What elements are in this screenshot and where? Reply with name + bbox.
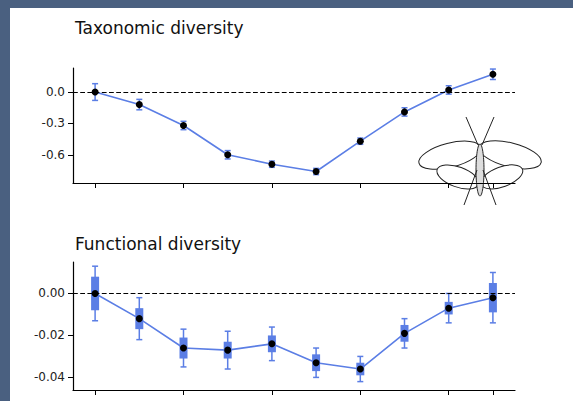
svg-text:Taxonomic diversity: Taxonomic diversity — [74, 18, 243, 38]
svg-text:-0.04: -0.04 — [34, 370, 65, 384]
svg-text:0.00: 0.00 — [38, 286, 65, 300]
svg-text:Functional diversity: Functional diversity — [75, 234, 241, 254]
svg-text:-0.02: -0.02 — [34, 328, 65, 342]
svg-text:0.0: 0.0 — [46, 85, 65, 99]
svg-text:-0.6: -0.6 — [42, 148, 65, 162]
svg-text:-0.3: -0.3 — [42, 116, 65, 130]
